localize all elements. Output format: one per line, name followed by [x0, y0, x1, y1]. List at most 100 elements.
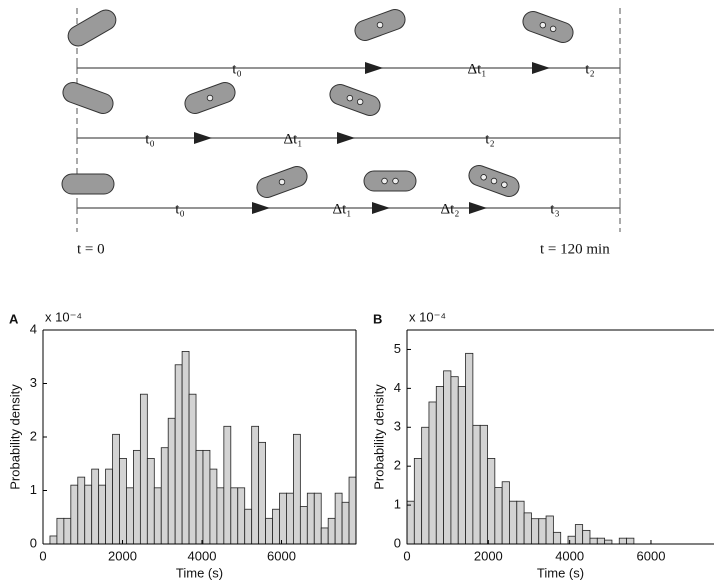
- arrowhead: [372, 202, 390, 214]
- cell: [354, 9, 406, 41]
- bar: [501, 481, 510, 545]
- interval-label: t₃: [550, 201, 559, 217]
- panel-letter: A: [9, 311, 19, 326]
- bar: [413, 457, 423, 545]
- panel-letter: B: [373, 311, 382, 326]
- bar: [251, 425, 260, 545]
- bar: [428, 401, 437, 545]
- bar: [450, 376, 459, 545]
- y-tick-label: 0: [30, 535, 37, 550]
- cell-dot: [206, 94, 214, 102]
- bar: [56, 517, 65, 545]
- bar: [341, 501, 350, 545]
- bar: [443, 370, 452, 545]
- bar: [327, 517, 336, 545]
- cell-dot: [381, 177, 388, 185]
- cell-dot: [549, 25, 557, 33]
- bar: [596, 537, 606, 545]
- cell: [329, 84, 381, 116]
- x-tick-label: 6000: [637, 548, 666, 563]
- start-label: t = 0: [77, 241, 105, 257]
- cell-dot: [480, 174, 487, 181]
- bar: [494, 487, 503, 545]
- cell-dot: [490, 177, 498, 185]
- y-tick-label: 4: [394, 380, 401, 395]
- cell: [61, 173, 115, 195]
- cell: [522, 11, 574, 43]
- bar: [472, 424, 481, 545]
- x-axis-label: Time (s): [176, 565, 223, 580]
- bar: [589, 537, 598, 545]
- bar: [348, 476, 357, 545]
- bar: [126, 487, 134, 545]
- x-tick-label: 2000: [474, 548, 503, 563]
- cell-dot: [278, 178, 286, 186]
- cell: [184, 82, 236, 114]
- y-tick-label: 0: [394, 535, 401, 550]
- cell-dot: [392, 177, 399, 185]
- bar: [84, 484, 93, 545]
- bar: [421, 426, 430, 545]
- bar: [98, 484, 107, 545]
- cell: [468, 165, 520, 197]
- cell: [256, 166, 308, 198]
- y-tick-label: 1: [394, 497, 401, 512]
- bar: [63, 517, 72, 545]
- y-tick-label: 3: [30, 375, 37, 390]
- bar: [223, 425, 232, 545]
- cell-body: [522, 11, 574, 43]
- y-axis-label: Probability density: [7, 384, 22, 490]
- bar: [209, 468, 218, 545]
- bar: [77, 476, 86, 545]
- bar: [531, 518, 540, 545]
- interval-label: t₀: [175, 201, 184, 217]
- bar: [334, 492, 343, 545]
- y-multiplier: x 10⁻⁴: [45, 309, 82, 324]
- y-tick-label: 1: [30, 482, 37, 497]
- arrowhead: [337, 132, 355, 144]
- bar: [313, 492, 322, 545]
- interval-label: Δt₁: [283, 131, 302, 147]
- interval-label: t₀: [145, 131, 154, 147]
- bar: [265, 517, 273, 545]
- y-tick-label: 3: [394, 419, 401, 434]
- x-tick-label: 0: [39, 548, 46, 563]
- cell-body: [67, 9, 117, 47]
- bar: [299, 506, 308, 545]
- bar: [286, 492, 294, 545]
- bar: [465, 352, 474, 545]
- x-tick-label: 2000: [108, 548, 137, 563]
- bar: [181, 350, 190, 545]
- bar: [119, 457, 127, 545]
- bar: [279, 492, 287, 545]
- end-label: t = 120 min: [540, 241, 610, 257]
- cell-dot: [539, 21, 547, 29]
- cell-dot: [356, 98, 364, 106]
- diagram: t = 0 t = 120 min: [76, 8, 621, 257]
- bar: [574, 524, 584, 545]
- bar: [509, 500, 518, 545]
- bar: [320, 527, 329, 545]
- bar: [188, 393, 197, 545]
- interval-label: Δt₂: [440, 201, 459, 217]
- bar: [306, 492, 315, 545]
- cell-body: [363, 170, 417, 192]
- cell: [363, 170, 417, 192]
- bar: [160, 447, 169, 545]
- bar: [195, 449, 204, 545]
- bar: [516, 500, 525, 545]
- cell-body: [62, 82, 114, 114]
- x-tick-label: 6000: [267, 548, 296, 563]
- interval-label: t₀: [232, 61, 241, 77]
- interval-label: Δt₁: [332, 201, 351, 217]
- bar: [230, 487, 239, 545]
- bar: [216, 487, 225, 545]
- y-axis-label: Probability density: [371, 384, 386, 490]
- bar: [582, 529, 591, 545]
- x-tick-label: 4000: [188, 548, 217, 563]
- arrowhead: [194, 132, 212, 144]
- bar: [112, 433, 120, 545]
- arrowhead: [532, 62, 550, 74]
- interval-label: t₂: [585, 61, 594, 77]
